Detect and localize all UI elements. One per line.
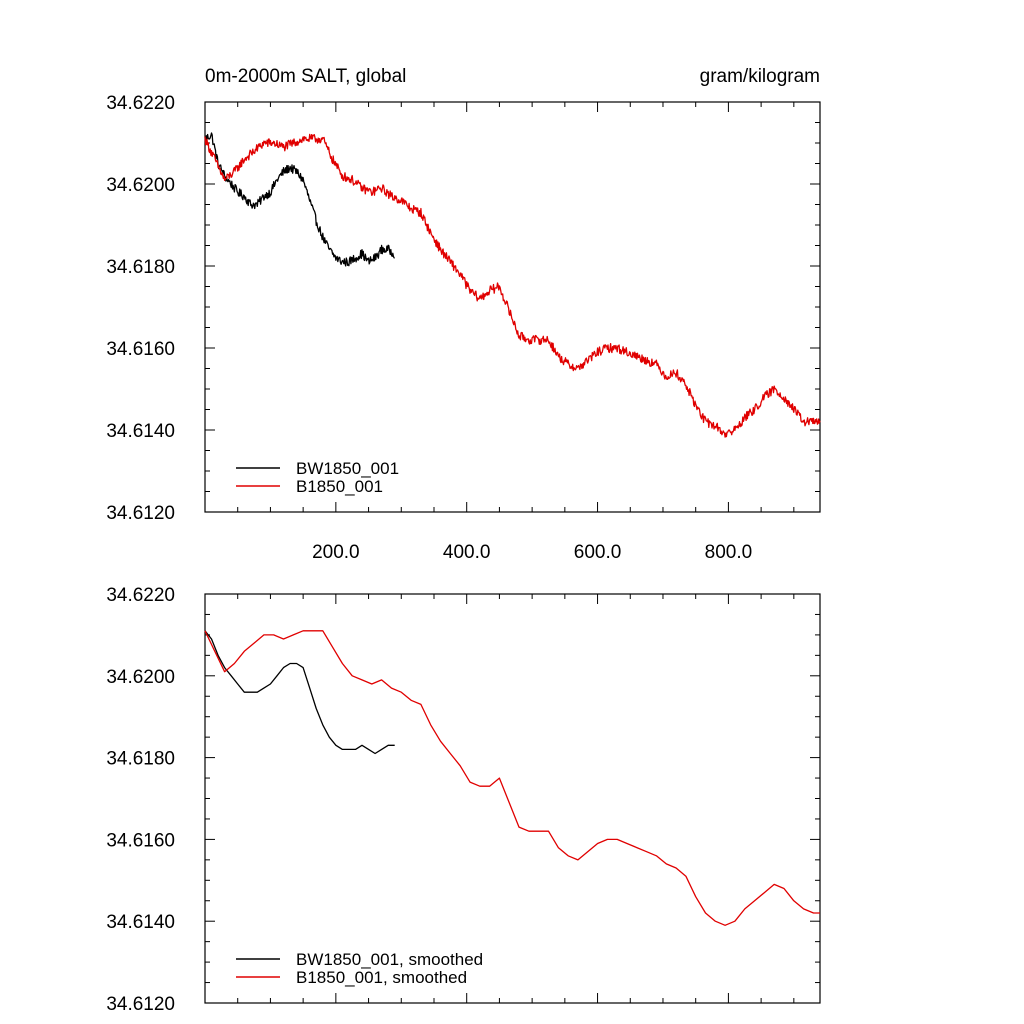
plot-area-top: 200.0 400.0 600.0 800.0 34.6120 34.6140 34.616… <box>106 93 821 563</box>
chart-title-left: 0m-2000m SALT, global <box>205 66 406 87</box>
legend-label: BW1850_001, smoothed <box>296 950 483 969</box>
bottom-panel: 34.6120 34.6140 34.6160 34.6180 34.6200 34.62… <box>106 585 821 1015</box>
y-tick-label: 34.6220 <box>106 585 175 606</box>
x-tick-label: 400.0 <box>443 542 491 563</box>
x-tick-label: 800.0 <box>705 542 753 563</box>
y-tick-label: 34.6220 <box>106 93 175 114</box>
y-tick-label: 34.6200 <box>106 175 175 196</box>
x-tick-label: 200.0 <box>312 542 360 563</box>
top-panel: 0m-2000m SALT, global gram/kilogram 200.… <box>106 66 821 563</box>
y-tick-label: 34.6200 <box>106 667 175 688</box>
y-tick-label: 34.6140 <box>106 421 175 442</box>
legend-label: B1850_001, smoothed <box>296 968 467 987</box>
legend-label: BW1850_001 <box>296 459 399 478</box>
series-line-0 <box>204 630 395 755</box>
y-tick-label: 34.6180 <box>106 749 175 770</box>
y-tick-label: 34.6180 <box>106 257 175 278</box>
y-tick-label: 34.6120 <box>106 503 175 524</box>
plot-area-bottom: 34.6120 34.6140 34.6160 34.6180 34.6200 34.62… <box>106 585 821 1015</box>
series-line-1 <box>204 630 820 926</box>
y-tick-label: 34.6140 <box>106 912 175 933</box>
legend-label: B1850_001 <box>296 477 383 496</box>
chart-units-label: gram/kilogram <box>700 66 820 87</box>
series-line-1 <box>204 133 821 438</box>
x-tick-label: 600.0 <box>574 542 622 563</box>
series-line-0 <box>204 132 395 267</box>
y-tick-label: 34.6160 <box>106 339 175 360</box>
y-tick-label: 34.6160 <box>106 830 175 851</box>
y-tick-label: 34.6120 <box>106 994 175 1015</box>
